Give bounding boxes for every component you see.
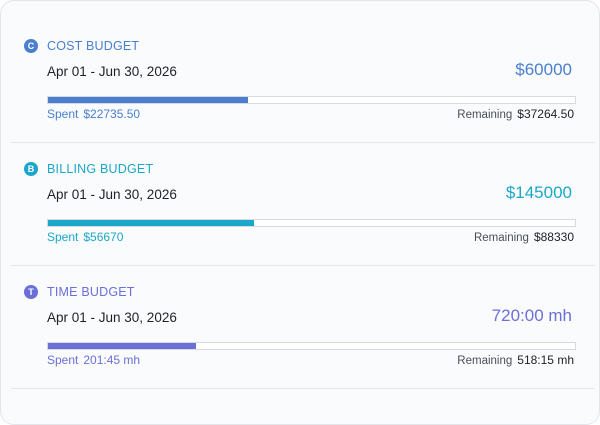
- time-badge-icon: T: [24, 285, 38, 299]
- remaining-amount: Remaining $88330: [474, 230, 574, 245]
- billing-budget-section: B BILLING BUDGET Apr 01 - Jun 30, 2026 $…: [11, 143, 595, 266]
- budget-total: $60000: [515, 60, 572, 79]
- spent-label: Spent: [47, 353, 79, 367]
- spent-value: $22735.50: [83, 107, 141, 121]
- budget-title: TIME BUDGET: [47, 285, 135, 299]
- remaining-value: $37264.50: [517, 107, 574, 121]
- spent-label: Spent: [47, 230, 79, 244]
- time-budget-section: T TIME BUDGET Apr 01 - Jun 30, 2026 720:…: [11, 266, 595, 389]
- budget-total: 720:00 mh: [491, 306, 572, 325]
- budget-progress-fill: [48, 220, 255, 226]
- remaining-value: $88330: [533, 230, 574, 244]
- spent-amount: Spent $22735.50: [47, 107, 140, 121]
- cost-badge-icon: C: [24, 39, 38, 53]
- remaining-label: Remaining: [457, 355, 513, 367]
- budget-progress-track: [47, 342, 576, 350]
- spent-label: Spent: [47, 107, 79, 121]
- spent-amount: Spent $56670: [47, 230, 123, 244]
- budget-progress-track: [47, 219, 576, 227]
- remaining-value: 518:15 mh: [517, 353, 574, 367]
- budget-date-range: Apr 01 - Jun 30, 2026: [47, 64, 177, 79]
- spent-value: 201:45 mh: [83, 353, 141, 367]
- budget-total: $145000: [505, 183, 572, 202]
- budget-progress-fill: [48, 343, 196, 349]
- remaining-label: Remaining: [457, 109, 513, 121]
- cost-budget-section: C COST BUDGET Apr 01 - Jun 30, 2026 $600…: [11, 20, 595, 143]
- remaining-amount: Remaining 518:15 mh: [457, 353, 574, 368]
- remaining-amount: Remaining $37264.50: [457, 107, 574, 122]
- budget-progress-track: [47, 96, 576, 104]
- budget-date-range: Apr 01 - Jun 30, 2026: [47, 310, 177, 325]
- spent-amount: Spent 201:45 mh: [47, 353, 140, 367]
- budget-date-range: Apr 01 - Jun 30, 2026: [47, 187, 177, 202]
- remaining-label: Remaining: [473, 232, 529, 244]
- billing-badge-icon: B: [24, 162, 38, 176]
- spent-value: $56670: [83, 230, 124, 244]
- budget-progress-fill: [48, 97, 248, 103]
- budget-title: BILLING BUDGET: [47, 162, 154, 176]
- budget-title: COST BUDGET: [47, 39, 140, 53]
